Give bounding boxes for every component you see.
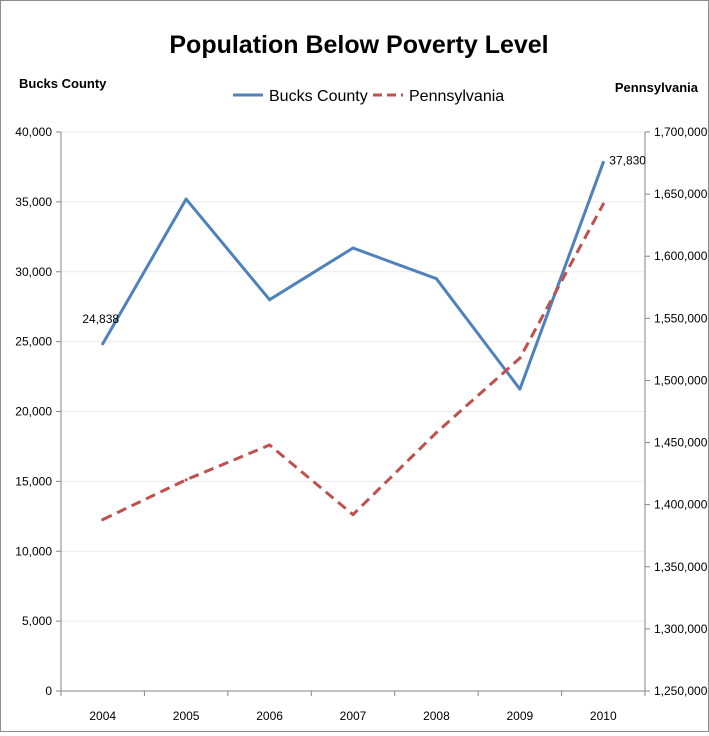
data-point-pennsylvania-2010 bbox=[601, 202, 605, 206]
right-tick-label-3: 1,400,000 bbox=[654, 498, 708, 512]
data-point-pennsylvania-2006 bbox=[268, 443, 272, 447]
data-point-bucks-county-2009 bbox=[518, 387, 522, 391]
x-tick-label-2004: 2004 bbox=[89, 709, 116, 723]
right-tick-label-8: 1,650,000 bbox=[654, 187, 708, 201]
data-point-bucks-county-2008 bbox=[434, 277, 438, 281]
left-tick-label-1: 5,000 bbox=[22, 614, 52, 628]
data-point-pennsylvania-2004 bbox=[101, 518, 105, 522]
data-label-0: 24,838 bbox=[82, 312, 119, 326]
x-tick-label-2007: 2007 bbox=[340, 709, 367, 723]
left-tick-label-5: 25,000 bbox=[15, 335, 52, 349]
left-tick-label-8: 40,000 bbox=[15, 125, 52, 139]
right-tick-label-5: 1,500,000 bbox=[654, 373, 708, 387]
x-tick-label-2006: 2006 bbox=[256, 709, 283, 723]
data-point-bucks-county-2006 bbox=[268, 298, 272, 302]
data-point-pennsylvania-2009 bbox=[518, 356, 522, 360]
data-point-bucks-county-2010 bbox=[601, 160, 605, 164]
left-tick-label-4: 20,000 bbox=[15, 405, 52, 419]
right-tick-label-7: 1,600,000 bbox=[654, 249, 708, 263]
data-point-pennsylvania-2008 bbox=[434, 431, 438, 435]
left-tick-label-6: 30,000 bbox=[15, 265, 52, 279]
legend-label-bucks: Bucks County bbox=[269, 88, 368, 105]
series-layer bbox=[101, 160, 605, 522]
legend-label-pennsylvania: Pennsylvania bbox=[409, 88, 504, 105]
right-axis-title: Pennsylvania bbox=[615, 80, 699, 95]
x-tick-label-2008: 2008 bbox=[423, 709, 450, 723]
left-tick-label-7: 35,000 bbox=[15, 195, 52, 209]
data-point-bucks-county-2007 bbox=[351, 246, 355, 250]
left-axis-title: Bucks County bbox=[19, 76, 107, 91]
x-tick-label-2010: 2010 bbox=[590, 709, 617, 723]
chart-title: Population Below Poverty Level bbox=[169, 31, 548, 59]
data-label-1: 37,830 bbox=[609, 153, 646, 167]
right-tick-label-1: 1,300,000 bbox=[654, 622, 708, 636]
legend: Bucks County Pennsylvania bbox=[233, 88, 504, 105]
data-point-bucks-county-2005 bbox=[184, 197, 188, 201]
x-tick-label-2005: 2005 bbox=[173, 709, 200, 723]
series-line-pennsylvania bbox=[102, 203, 605, 521]
series-line-bucks-county bbox=[101, 161, 605, 391]
grid-layer bbox=[61, 131, 645, 622]
axis-layer: 0 5,000 10,000 15,000 20,000 25,000 30,000 35,0… bbox=[15, 125, 707, 723]
label-layer: 24,838 37,830 bbox=[82, 153, 646, 326]
left-tick-label-3: 15,000 bbox=[15, 474, 52, 488]
right-tick-label-0: 1,250,000 bbox=[654, 684, 708, 698]
left-tick-label-0: 0 bbox=[45, 684, 52, 698]
left-tick-label-2: 10,000 bbox=[15, 544, 52, 558]
data-point-pennsylvania-2005 bbox=[184, 478, 188, 482]
x-tick-label-2009: 2009 bbox=[507, 709, 534, 723]
right-tick-label-9: 1,700,000 bbox=[654, 125, 708, 139]
right-tick-label-4: 1,450,000 bbox=[654, 436, 708, 450]
right-tick-label-6: 1,550,000 bbox=[654, 311, 708, 325]
right-tick-label-2: 1,350,000 bbox=[654, 560, 708, 574]
data-point-pennsylvania-2007 bbox=[351, 513, 355, 517]
data-point-bucks-county-2004 bbox=[101, 342, 105, 346]
